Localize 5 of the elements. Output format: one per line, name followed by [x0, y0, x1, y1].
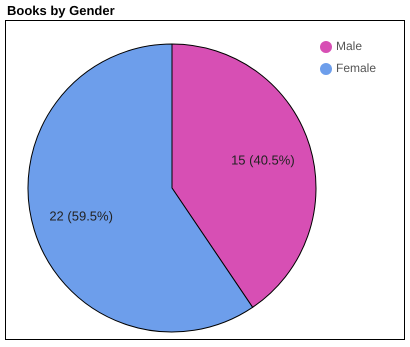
- chart-title: Books by Gender: [7, 3, 115, 18]
- legend-label: Male: [336, 39, 362, 53]
- legend-label: Female: [336, 61, 376, 75]
- data-label: 22 (59.5%): [49, 208, 113, 224]
- data-label: 15 (40.5%): [231, 152, 295, 168]
